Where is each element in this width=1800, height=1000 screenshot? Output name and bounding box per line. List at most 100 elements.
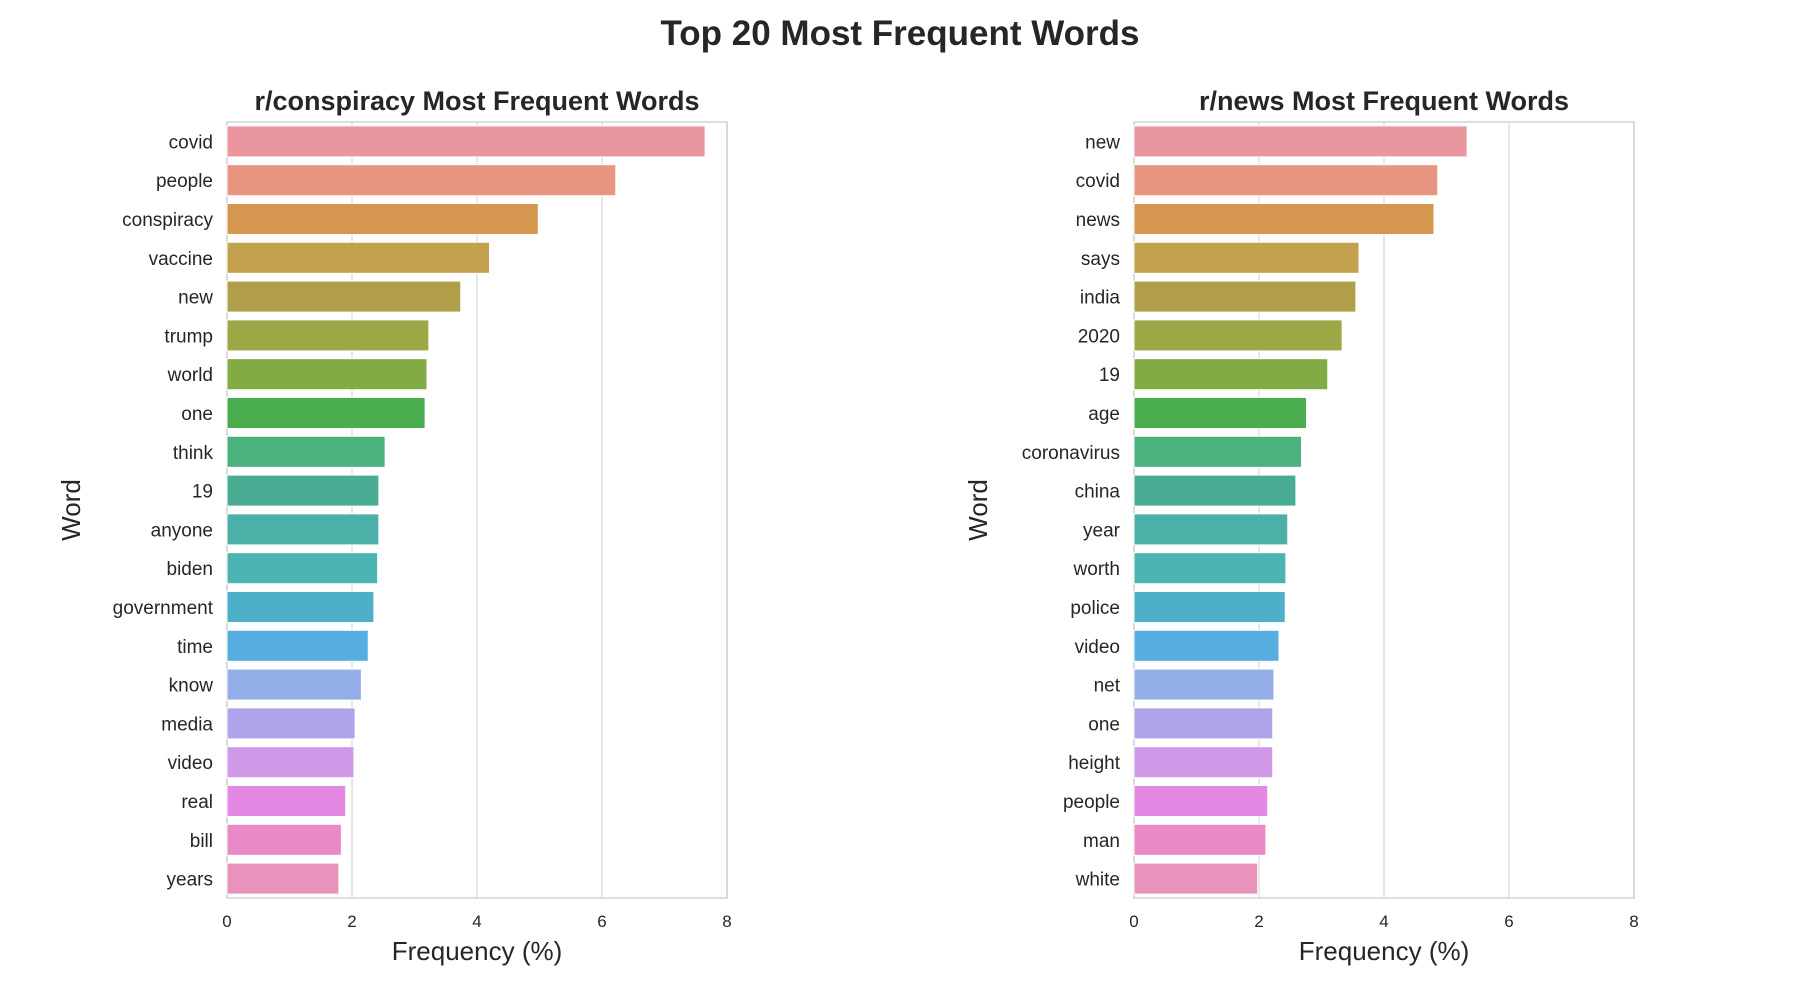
chart-news-bar [1133,823,1267,856]
chart-news-x-tick-label: 2 [1254,912,1263,931]
chart-conspiracy-bar [226,202,539,236]
chart-conspiracy-category-label: vaccine [149,249,213,270]
chart-news-x-tick-label: 4 [1379,912,1388,931]
chart-conspiracy-bar [226,125,706,158]
chart-news-x-tick-label: 6 [1504,912,1513,931]
chart-news-bar [1133,668,1275,701]
chart-conspiracy-category-label: conspiracy [122,210,213,231]
chart-news-category-label: coronavirus [1022,443,1120,464]
chart-conspiracy-y-axis-label: Word [56,479,86,541]
chart-news-category-label: net [1094,676,1121,697]
chart-conspiracy-bar [226,552,379,585]
chart-conspiracy-category-label: trump [164,326,213,347]
chart-conspiracy-category-label: years [167,870,213,891]
chart-news-category-label: people [1063,792,1120,813]
chart-news-x-tick-label: 8 [1629,912,1638,931]
chart-news-category-label: height [1068,753,1120,774]
chart-conspiracy-bar [226,707,356,740]
chart-conspiracy-bar [226,474,380,507]
chart-news-bar [1133,435,1302,468]
chart-news-bar [1133,707,1274,740]
chart-news-category-label: man [1083,831,1120,852]
chart-news-bar [1133,396,1307,430]
chart-conspiracy-category-label: video [168,753,213,774]
chart-conspiracy-bar [226,784,347,818]
chart-conspiracy-bar [226,629,369,662]
chart-conspiracy-bar [226,513,380,546]
chart-news-bar [1133,862,1259,895]
chart-news-y-axis-label: Word [963,479,993,541]
chart-news-bar [1133,125,1468,158]
chart-conspiracy-bar [226,319,430,352]
chart-conspiracy-x-tick-label: 2 [347,912,356,931]
chart-conspiracy-x-axis-label: Frequency (%) [392,936,563,966]
chart-news-bar [1133,552,1287,585]
chart-news-title: r/news Most Frequent Words [1199,86,1569,116]
chart-conspiracy-bar [226,823,342,856]
chart-conspiracy-category-label: biden [167,559,214,580]
chart-news-category-label: white [1075,870,1120,891]
chart-conspiracy-x-tick-label: 8 [722,912,731,931]
chart-news-bar [1133,784,1269,818]
chart-news-category-label: china [1075,482,1121,503]
chart-conspiracy-bar [226,358,428,391]
chart-news-bar [1133,358,1329,391]
chart-conspiracy-category-label: government [113,598,214,619]
chart-news-bar [1133,202,1435,236]
chart-conspiracy-x-tick-label: 4 [472,912,481,931]
chart-news-bar [1133,474,1297,507]
chart-news-x-tick-label: 0 [1129,912,1138,931]
chart-conspiracy-category-label: think [173,443,214,464]
chart-conspiracy-bar [226,396,426,430]
chart-conspiracy-x-tick-label: 0 [222,912,231,931]
chart-news-category-label: one [1088,714,1120,735]
chart-conspiracy-bar [226,862,340,895]
chart-conspiracy-category-label: new [178,288,213,309]
chart-conspiracy-category-label: time [177,637,213,658]
chart-news-category-label: video [1075,637,1120,658]
chart-conspiracy-category-label: real [181,792,213,813]
chart-conspiracy-category-label: media [161,714,213,735]
chart-news-category-label: india [1080,288,1121,309]
chart-news-x-axis-label: Frequency (%) [1299,936,1470,966]
chart-conspiracy-category-label: covid [169,132,213,153]
chart-news-bar [1133,746,1274,779]
chart-news-bar [1133,319,1343,352]
chart-news-bar [1133,629,1280,662]
chart-news-category-label: covid [1076,171,1120,192]
chart-news-category-label: year [1083,520,1121,541]
chart-conspiracy-bar [226,280,462,313]
chart-news-bar [1133,280,1357,313]
chart-news-frame [1133,121,1635,899]
chart-conspiracy-category-label: people [156,171,213,192]
chart-news-bar [1133,590,1286,624]
chart-conspiracy-title: r/conspiracy Most Frequent Words [254,86,699,116]
chart-conspiracy-category-label: bill [190,831,213,852]
chart-conspiracy-category-label: 19 [192,482,213,503]
chart-news-category-label: age [1088,404,1120,425]
chart-conspiracy-x-tick-label: 6 [597,912,606,931]
chart-news-bar [1133,513,1289,546]
chart-news-category-label: 2020 [1078,326,1120,347]
chart-news-category-label: says [1081,249,1120,270]
chart-conspiracy-category-label: world [167,365,213,386]
figure-title: Top 20 Most Frequent Words [660,14,1140,53]
chart-news-bar [1133,164,1439,197]
chart-news-category-label: police [1070,598,1120,619]
chart-news-category-label: new [1085,132,1120,153]
chart-conspiracy-category-label: one [181,404,213,425]
chart-conspiracy-bar [226,590,375,624]
chart-conspiracy-bar [226,746,355,779]
chart-news-bar [1133,241,1360,274]
chart-conspiracy-bar [226,435,386,468]
chart-news-category-label: 19 [1099,365,1120,386]
chart-conspiracy-bar [226,241,490,274]
chart-conspiracy-category-label: anyone [151,520,213,541]
chart-news-category-label: news [1076,210,1120,231]
chart-conspiracy-category-label: know [169,676,214,697]
chart-conspiracy-frame [226,121,728,899]
chart-conspiracy-bar [226,164,617,197]
chart-news-category-label: worth [1073,559,1120,580]
chart-conspiracy-bar [226,668,362,701]
